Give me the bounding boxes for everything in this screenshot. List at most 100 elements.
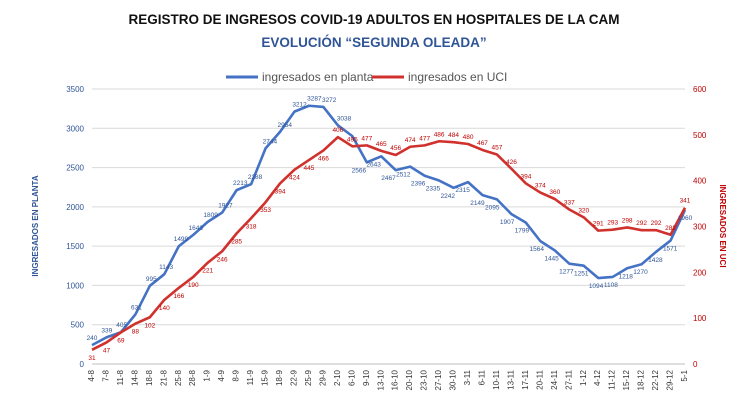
planta-data-label: 3272 — [322, 97, 337, 104]
uci-data-label: 477 — [419, 135, 430, 142]
x-tick-label: 20-10 — [405, 369, 414, 390]
x-tick-label: 18-12 — [637, 369, 646, 390]
uci-data-label: 457 — [492, 145, 503, 152]
uci-data-label: 495 — [347, 136, 358, 143]
uci-data-label: 394 — [275, 188, 286, 195]
planta-data-label: 1809 — [203, 212, 218, 219]
uci-data-label: 337 — [564, 200, 575, 207]
uci-data-label: 190 — [188, 282, 199, 289]
x-tick-label: 6-10 — [347, 369, 356, 386]
planta-data-label: 3038 — [337, 115, 352, 122]
uci-data-label: 285 — [231, 238, 242, 245]
uci-data-label: 292 — [636, 220, 647, 227]
left-tick-label: 1500 — [66, 242, 84, 251]
uci-data-label: 360 — [549, 189, 560, 196]
x-tick-label: 13-10 — [376, 369, 385, 390]
x-tick-label: 4-12 — [593, 369, 602, 386]
x-tick-label: 13-11 — [506, 369, 515, 389]
planta-data-label: 2512 — [396, 172, 411, 179]
planta-data-label: 2242 — [441, 193, 456, 200]
x-tick-label: 5-1 — [680, 369, 689, 381]
x-tick-label: 27-11 — [564, 369, 573, 389]
x-tick-label: 11-12 — [608, 369, 617, 389]
planta-data-label: 1143 — [159, 264, 173, 271]
x-tick-label: 20-11 — [535, 369, 544, 389]
planta-data-label: 1643 — [189, 225, 204, 232]
uci-data-label: 31 — [88, 355, 96, 362]
planta-line — [91, 104, 687, 347]
uci-data-label: 477 — [361, 135, 372, 142]
planta-data-label: 1564 — [530, 246, 545, 253]
right-axis-title: INGRESADOS EN UCI — [718, 184, 727, 267]
planta-data-label: 2095 — [485, 204, 500, 211]
uci-data-label: 424 — [289, 175, 300, 182]
series-uci — [91, 135, 687, 351]
planta-data-label: 1960 — [678, 215, 693, 222]
uci-data-label: 88 — [132, 329, 140, 336]
uci-data-label: 406 — [332, 127, 343, 134]
uci-data-label: 318 — [246, 223, 257, 230]
planta-data-label: 2315 — [455, 187, 470, 194]
x-tick-label: 25-8 — [174, 369, 183, 386]
uci-data-label: 426 — [506, 159, 517, 166]
uci-data-label: 221 — [202, 268, 213, 275]
left-tick-label: 3500 — [66, 85, 84, 94]
planta-data-label: 1428 — [648, 257, 663, 264]
planta-data-label: 1445 — [544, 255, 559, 262]
left-tick-label: 2500 — [66, 164, 84, 173]
x-tick-label: 15-9 — [261, 369, 270, 386]
x-tick-label: 17-11 — [521, 369, 530, 389]
x-tick-label: 2-10 — [333, 369, 342, 386]
x-tick-label: 14-8 — [130, 369, 139, 386]
uci-data-label: 445 — [304, 165, 315, 172]
planta-data-label: 2288 — [248, 174, 263, 181]
planta-data-label: 405 — [116, 322, 127, 329]
planta-data-label: 1907 — [500, 219, 515, 226]
uci-data-label: 69 — [117, 337, 125, 344]
left-axis-ticks: 0 500 1000 1500 2000 2500 3000 3500 — [66, 85, 84, 369]
x-tick-label: 1-9 — [203, 369, 212, 381]
series-planta — [91, 104, 687, 347]
right-tick-label: 500 — [693, 131, 707, 140]
planta-data-label: 1799 — [515, 228, 530, 235]
uci-data-label: 484 — [448, 132, 459, 139]
planta-data-label: 339 — [101, 327, 112, 334]
planta-data-label: 1927 — [218, 203, 233, 210]
left-tick-label: 0 — [80, 360, 85, 369]
uci-data-label: 467 — [477, 140, 488, 147]
planta-data-label: 1094 — [589, 283, 604, 290]
uci-data-label: 353 — [260, 207, 271, 214]
legend: ingresados en planta ingresados en UCI — [226, 70, 507, 84]
planta-data-label: 2467 — [381, 175, 396, 182]
planta-data-label: 2396 — [411, 181, 426, 188]
right-tick-label: 100 — [693, 314, 707, 323]
uci-data-label: 480 — [463, 134, 474, 141]
uci-data-label: 466 — [318, 155, 329, 162]
planta-data-label: 1270 — [633, 269, 648, 276]
data-labels-uci: 3147698810214016619022124628531835339442… — [88, 127, 690, 362]
uci-data-label: 282 — [665, 225, 676, 232]
right-tick-label: 300 — [693, 223, 707, 232]
planta-data-label: 2213 — [233, 180, 248, 187]
x-tick-label: 1-12 — [579, 369, 588, 386]
left-axis-title: INGRESADOS EN PLANTA — [31, 175, 40, 276]
uci-data-label: 394 — [520, 173, 531, 180]
legend-label-planta: ingresados en planta — [262, 70, 374, 84]
chart-subtitle: EVOLUCIÓN “SEGUNDA OLEADA” — [261, 35, 486, 50]
planta-data-label: 1499 — [174, 236, 189, 243]
uci-data-label: 291 — [593, 221, 604, 228]
uci-line — [91, 135, 687, 351]
x-tick-label: 10-11 — [492, 369, 501, 389]
data-labels-planta: 2403394056319951143149916431809192722132… — [87, 96, 693, 342]
left-tick-label: 3000 — [66, 124, 84, 133]
planta-data-label: 2744 — [263, 138, 278, 145]
x-tick-label: 11-9 — [246, 369, 255, 385]
planta-data-label: 3212 — [292, 102, 307, 109]
planta-data-label: 2335 — [426, 186, 441, 193]
uci-data-label: 456 — [390, 145, 401, 152]
right-tick-label: 200 — [693, 268, 707, 277]
x-tick-label: 18-9 — [275, 369, 284, 386]
uci-data-label: 341 — [680, 198, 691, 205]
uci-data-label: 374 — [535, 183, 546, 190]
